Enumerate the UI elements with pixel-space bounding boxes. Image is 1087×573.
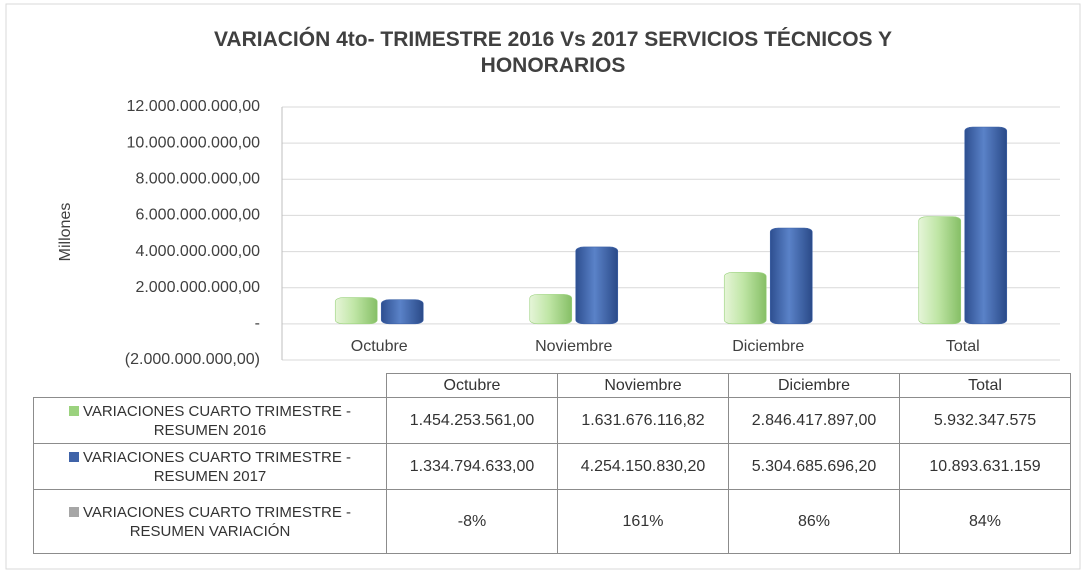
bar (380, 299, 424, 325)
table-value: 1.334.794.633,00 (386, 443, 558, 490)
bar (575, 246, 619, 325)
table-value: 161% (557, 489, 729, 554)
bar (529, 294, 573, 325)
legend-entry: VARIACIONES CUARTO TRIMESTRE - RESUMEN 2… (33, 397, 387, 444)
table-value: 2.846.417.897,00 (728, 397, 900, 444)
table-header: Diciembre (728, 373, 900, 398)
y-tick-label: (2.000.000.000,00) (125, 351, 260, 368)
table-value: 4.254.150.830,20 (557, 443, 729, 490)
legend-label: VARIACIONES CUARTO TRIMESTRE - RESUMEN 2… (82, 402, 352, 439)
frame (5, 3, 1081, 570)
x-tick-label: Octubre (351, 338, 408, 355)
table-corner (34, 374, 387, 398)
x-tick-label: Diciembre (732, 338, 804, 355)
table-header: Noviembre (557, 373, 729, 398)
bar (918, 216, 962, 325)
table-value: 10.893.631.159 (899, 443, 1071, 490)
y-axis-label: Millones (57, 203, 74, 262)
y-tick-label: 4.000.000.000,00 (135, 243, 260, 260)
table-value: 84% (899, 489, 1071, 554)
legend-key (68, 506, 79, 517)
chart-title: VARIACIÓN 4to- TRIMESTRE 2016 Vs 2017 SE… (214, 27, 892, 77)
table-value: 5.932.347.575 (899, 397, 1071, 444)
legend-key (68, 451, 79, 462)
y-tick-label: 10.000.000.000,00 (127, 134, 261, 151)
legend-key (68, 405, 79, 416)
bar (334, 297, 378, 325)
y-tick-label: 2.000.000.000,00 (135, 279, 260, 296)
legend-label: VARIACIONES CUARTO TRIMESTRE - RESUMEN 2… (82, 448, 352, 485)
y-tick-label: 8.000.000.000,00 (135, 171, 260, 188)
x-tick-label: Total (946, 338, 980, 355)
legend-label: VARIACIONES CUARTO TRIMESTRE - RESUMEN V… (82, 503, 352, 540)
bar (769, 227, 813, 325)
data-table: Octubre Noviembre Diciembre Total VARIACIONE… (33, 373, 1071, 554)
table-value: 1.631.676.116,82 (557, 397, 729, 444)
table-value: -8% (386, 489, 558, 554)
y-tick-label: 6.000.000.000,00 (135, 207, 260, 224)
table-value: 5.304.685.696,20 (728, 443, 900, 490)
table-value: 1.454.253.561,00 (386, 397, 558, 444)
legend-entry: VARIACIONES CUARTO TRIMESTRE - RESUMEN 2… (33, 443, 387, 490)
bar (723, 272, 767, 325)
table-header: Total (899, 373, 1071, 398)
y-tick-label: 12.000.000.000,00 (127, 98, 261, 115)
table-header: Octubre (386, 373, 558, 398)
bar (964, 126, 1008, 325)
x-tick-label: Noviembre (535, 338, 612, 355)
table-value: 86% (728, 489, 900, 554)
legend-entry: VARIACIONES CUARTO TRIMESTRE - RESUMEN V… (33, 489, 387, 554)
y-tick-label: - (255, 315, 260, 332)
